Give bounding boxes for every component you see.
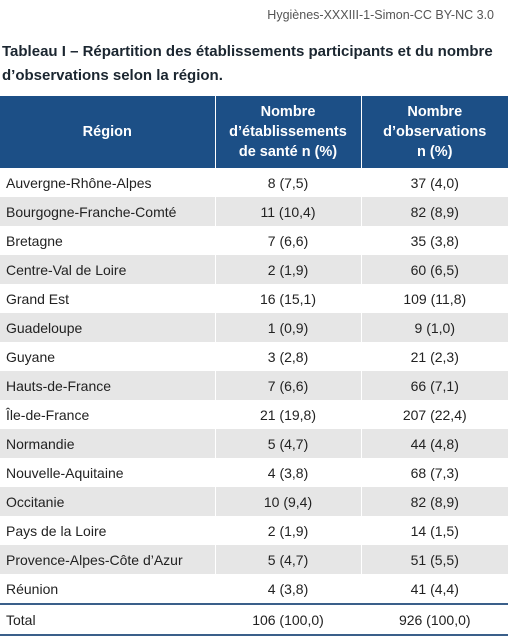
total-row: Total 106 (100,0) 926 (100,0) <box>0 603 508 636</box>
cell-region: Normandie <box>0 429 215 458</box>
cell-region: Guyane <box>6 348 56 365</box>
table-row: Normandie 5 (4,7) 44 (4,8) <box>0 429 508 458</box>
cell-etablissements: 2 (1,9) <box>214 516 361 545</box>
header-etab-line: Nombre <box>260 104 316 120</box>
table-row: Île-de-France 21 (19,8) 207 (22,4) <box>0 400 508 429</box>
total-etablissements: 106 (100,0) <box>214 603 361 636</box>
cell-observations: 14 (1,5) <box>360 516 508 545</box>
header-observations: Nombre d’observations n (%) <box>360 96 508 168</box>
cell-observations: 37 (4,0) <box>360 168 508 197</box>
cell-etablissements: 5 (4,7) <box>214 545 361 574</box>
cell-etablissements: 8 (7,5) <box>214 168 361 197</box>
table-row: Réunion 4 (3,8) 41 (4,4) <box>0 574 508 604</box>
table-row: Nouvelle-Aquitaine 4 (3,8) 68 (7,3) <box>0 458 508 487</box>
total-observations: 926 (100,0) <box>360 603 508 636</box>
cell-region: Bourgogne-Franche-Comté <box>0 197 215 226</box>
table-body: Auvergne-Rhône-Alpes 8 (7,5) 37 (4,0) Bo… <box>0 168 508 636</box>
cell-region: Auvergne-Rhône-Alpes <box>6 174 152 191</box>
table-row: Provence-Alpes-Côte d’Azur 5 (4,7) 51 (5… <box>0 545 508 574</box>
table-row: Grand Est 16 (15,1) 109 (11,8) <box>0 284 508 313</box>
cell-etablissements: 11 (10,4) <box>214 197 361 226</box>
header-obs-line: d’observations <box>383 124 487 140</box>
table-row: Pays de la Loire 2 (1,9) 14 (1,5) <box>0 516 508 545</box>
cell-observations: 35 (3,8) <box>360 226 508 255</box>
table-row: Guadeloupe 1 (0,9) 9 (1,0) <box>0 313 508 342</box>
cell-observations: 21 (2,3) <box>360 342 508 371</box>
table-row: Bretagne 7 (6,6) 35 (3,8) <box>0 226 508 255</box>
cell-observations: 68 (7,3) <box>360 458 508 487</box>
cell-etablissements: 4 (3,8) <box>214 458 361 487</box>
table-row: Centre-Val de Loire 2 (1,9) 60 (6,5) <box>0 255 508 284</box>
cell-region: Bretagne <box>6 232 63 249</box>
cell-region: Guadeloupe <box>0 313 215 342</box>
header-region: Région <box>0 96 215 168</box>
cell-region: Centre-Val de Loire <box>0 255 215 284</box>
table-row: Hauts-de-France 7 (6,6) 66 (7,1) <box>0 371 508 400</box>
header-obs-line: Nombre <box>407 104 463 120</box>
cell-etablissements: 5 (4,7) <box>214 429 361 458</box>
table-row: Bourgogne-Franche-Comté 11 (10,4) 82 (8,… <box>0 197 508 226</box>
header-etab-line: de santé n (%) <box>238 144 338 160</box>
table-caption: Tableau I – Répartition des établissemen… <box>2 40 506 88</box>
cell-region: Pays de la Loire <box>6 522 107 539</box>
table-row: Occitanie 10 (9,4) 82 (8,9) <box>0 487 508 516</box>
cell-etablissements: 21 (19,8) <box>214 400 361 429</box>
cell-observations: 82 (8,9) <box>360 487 508 516</box>
region-table: Région Nombre d’établissements de santé … <box>0 96 508 636</box>
license-credit: Hygiènes-XXXIII-1-Simon-CC BY-NC 3.0 <box>267 8 494 22</box>
cell-observations: 207 (22,4) <box>360 400 508 429</box>
cell-etablissements: 1 (0,9) <box>214 313 361 342</box>
cell-etablissements: 10 (9,4) <box>214 487 361 516</box>
table-header: Région Nombre d’établissements de santé … <box>0 96 508 168</box>
table-row: Auvergne-Rhône-Alpes 8 (7,5) 37 (4,0) <box>0 168 508 197</box>
cell-etablissements: 7 (6,6) <box>214 371 361 400</box>
header-etablissements: Nombre d’établissements de santé n (%) <box>214 96 361 168</box>
cell-observations: 9 (1,0) <box>360 313 508 342</box>
cell-observations: 109 (11,8) <box>360 284 508 313</box>
cell-etablissements: 2 (1,9) <box>214 255 361 284</box>
cell-region: Occitanie <box>0 487 215 516</box>
total-label: Total <box>0 603 215 636</box>
cell-observations: 41 (4,4) <box>360 574 508 604</box>
cell-observations: 66 (7,1) <box>360 371 508 400</box>
cell-region: Grand Est <box>6 290 70 307</box>
header-obs-line: n (%) <box>417 144 453 160</box>
cell-etablissements: 3 (2,8) <box>214 342 361 371</box>
cell-region: Provence-Alpes-Côte d’Azur <box>0 545 215 574</box>
cell-observations: 44 (4,8) <box>360 429 508 458</box>
table-row: Guyane 3 (2,8) 21 (2,3) <box>0 342 508 371</box>
cell-region: Nouvelle-Aquitaine <box>6 464 124 481</box>
cell-region: Île-de-France <box>6 406 90 423</box>
cell-region: Réunion <box>6 580 59 597</box>
caption-line-1: Tableau I – Répartition des établissemen… <box>2 43 493 60</box>
cell-observations: 51 (5,5) <box>360 545 508 574</box>
cell-etablissements: 16 (15,1) <box>214 284 361 313</box>
cell-region: Hauts-de-France <box>0 371 215 400</box>
caption-line-2: d’observations selon la région. <box>2 67 223 84</box>
cell-observations: 82 (8,9) <box>360 197 508 226</box>
header-etab-line: d’établissements <box>229 124 347 140</box>
cell-observations: 60 (6,5) <box>360 255 508 284</box>
cell-etablissements: 7 (6,6) <box>214 226 361 255</box>
cell-etablissements: 4 (3,8) <box>214 574 361 604</box>
